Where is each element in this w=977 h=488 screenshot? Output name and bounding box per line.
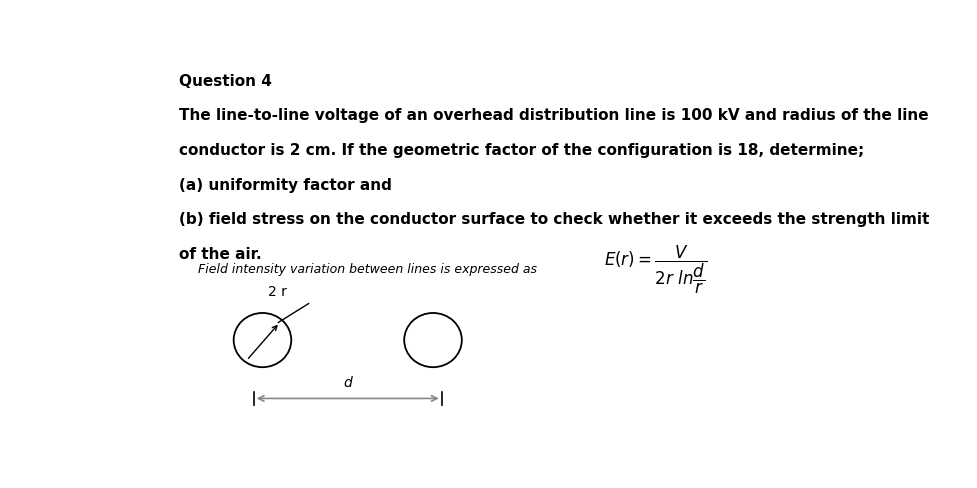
Text: 2 r: 2 r	[268, 285, 287, 298]
Text: The line-to-line voltage of an overhead distribution line is 100 kV and radius o: The line-to-line voltage of an overhead …	[179, 108, 928, 123]
Text: d: d	[343, 375, 352, 389]
Text: of the air.: of the air.	[179, 246, 262, 262]
Text: Question 4: Question 4	[179, 74, 272, 88]
Text: $\mathit{E}(\mathit{r}) = \dfrac{\mathit{V}}{2\mathit{r}\ \mathit{ln}\dfrac{\mat: $\mathit{E}(\mathit{r}) = \dfrac{\mathit…	[603, 243, 706, 295]
Text: conductor is 2 cm. If the geometric factor of the configuration is 18, determine: conductor is 2 cm. If the geometric fact…	[179, 142, 864, 158]
Text: Field intensity variation between lines is expressed as: Field intensity variation between lines …	[197, 263, 536, 275]
Text: (b) field stress on the conductor surface to check whether it exceeds the streng: (b) field stress on the conductor surfac…	[179, 212, 928, 227]
Text: (a) uniformity factor and: (a) uniformity factor and	[179, 177, 392, 192]
